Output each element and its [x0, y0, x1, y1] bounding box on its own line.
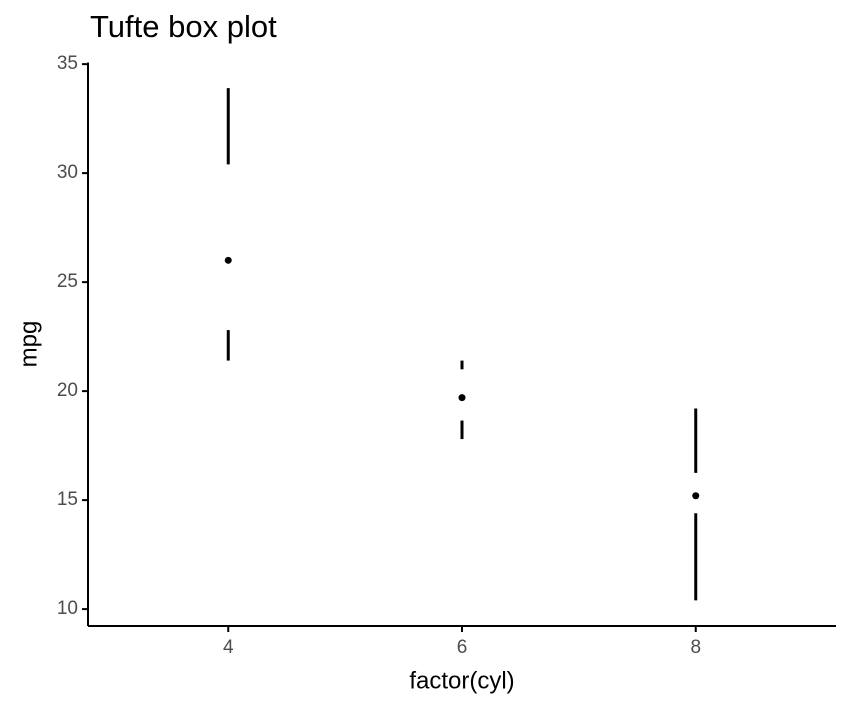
x-tick-label: 4: [223, 637, 234, 658]
median-dot: [458, 394, 466, 402]
y-tick-label: 15: [57, 489, 78, 510]
median-dot: [692, 492, 700, 500]
x-tick-label: 8: [690, 637, 701, 658]
y-tick-label: 10: [57, 598, 78, 619]
y-axis-label: mpg: [15, 321, 42, 368]
y-tick-label: 30: [57, 162, 78, 183]
x-tick-label: 6: [457, 637, 468, 658]
y-tick-label: 35: [57, 53, 78, 74]
y-tick-label: 25: [57, 271, 78, 292]
x-axis-label: factor(cyl): [409, 667, 514, 694]
median-dot: [224, 256, 232, 264]
chart-title: Tufte box plot: [90, 9, 277, 44]
y-tick-label: 20: [57, 380, 78, 401]
